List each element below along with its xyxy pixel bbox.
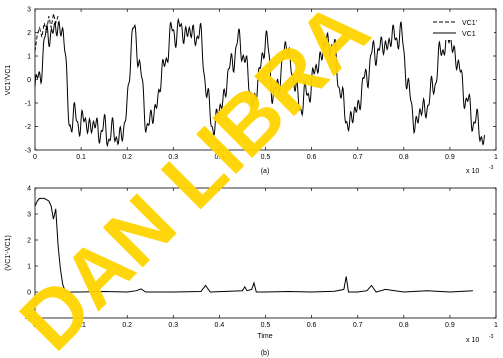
x-tick-label: 0 — [33, 154, 37, 161]
x-tick-label: 0.5 — [261, 154, 271, 161]
x-tick-label: 0.4 — [215, 322, 225, 329]
svg-text:DAN LIBRA: DAN LIBRA — [3, 0, 386, 358]
legend-label-vc1: VC1 — [462, 31, 476, 38]
y-tick-label: -2 — [25, 124, 31, 131]
y-tick-label: 2 — [27, 238, 31, 245]
plot-b-xlabel: Time — [257, 333, 272, 340]
plot-b-caption: (b) — [261, 350, 270, 357]
y-tick-label: 4 — [27, 186, 31, 193]
panel-a: 0 0.1 0.2 0.3 0.4 0.5 0.6 0.7 0.8 0.9 1-3-2-10123 … — [5, 7, 498, 176]
x-tick-label: 1 — [494, 322, 498, 329]
series-difference-line — [34, 197, 473, 294]
x-tick-label: 0.2 — [122, 322, 132, 329]
watermark: DAN LIBRA — [3, 0, 386, 358]
x-tick-label: 0.9 — [445, 154, 455, 161]
x-tick-label: 0.8 — [399, 322, 409, 329]
x-tick-label: 0.6 — [307, 154, 317, 161]
x-tick-label: 0.7 — [353, 322, 363, 329]
x-tick-label: 0.7 — [353, 154, 363, 161]
plot-b-x-exponent: x 10 — [466, 337, 479, 344]
plot-b-ylabel: (VC1'-VC1) — [5, 235, 12, 271]
x-tick-label: 0.1 — [76, 154, 86, 161]
x-tick-label: 0.1 — [76, 322, 86, 329]
x-tick-label: 0.5 — [261, 322, 271, 329]
y-tick-label: -1 — [25, 101, 31, 108]
x-tick-label: 0 — [33, 322, 37, 329]
plot-b-x-exponent-power: -3 — [489, 334, 494, 340]
plot-a-caption: (a) — [261, 168, 270, 175]
plot-a-x-exponent: x 10 — [466, 168, 479, 175]
x-tick-label: 0.9 — [445, 322, 455, 329]
y-tick-label: -1 — [25, 316, 31, 323]
series-vc1-prime-line — [34, 13, 59, 52]
y-tick-label: 0 — [27, 77, 31, 84]
x-tick-label: 0.2 — [122, 154, 132, 161]
y-tick-label: 1 — [27, 54, 31, 61]
x-tick-label: 1 — [494, 154, 498, 161]
series-vc1-line — [34, 17, 485, 148]
y-tick-label: -3 — [25, 148, 31, 155]
y-tick-label: 3 — [27, 7, 31, 14]
plot-a-ticks: 0 0.1 0.2 0.3 0.4 0.5 0.6 0.7 0.8 0.9 1 -3 -2 -1 0 1 2 3 — [25, 7, 498, 162]
y-tick-label: 0 — [27, 290, 31, 297]
legend-box — [428, 14, 494, 40]
x-tick-label: 0.3 — [168, 154, 178, 161]
y-tick-label: 2 — [27, 30, 31, 37]
plot-a-x-exponent-power: -3 — [489, 165, 494, 171]
y-tick-label: 3 — [27, 212, 31, 219]
plot-a-ylabel: VC1'/VC1 — [5, 65, 12, 96]
legend: VC1' VC1 — [428, 14, 494, 40]
x-tick-label: 0.4 — [215, 154, 225, 161]
x-tick-label: 0.8 — [399, 154, 409, 161]
y-tick-label: 1 — [27, 264, 31, 271]
x-tick-label: 0.6 — [307, 322, 317, 329]
x-tick-label: 0.3 — [168, 322, 178, 329]
legend-label-vc1-prime: VC1' — [462, 20, 477, 27]
